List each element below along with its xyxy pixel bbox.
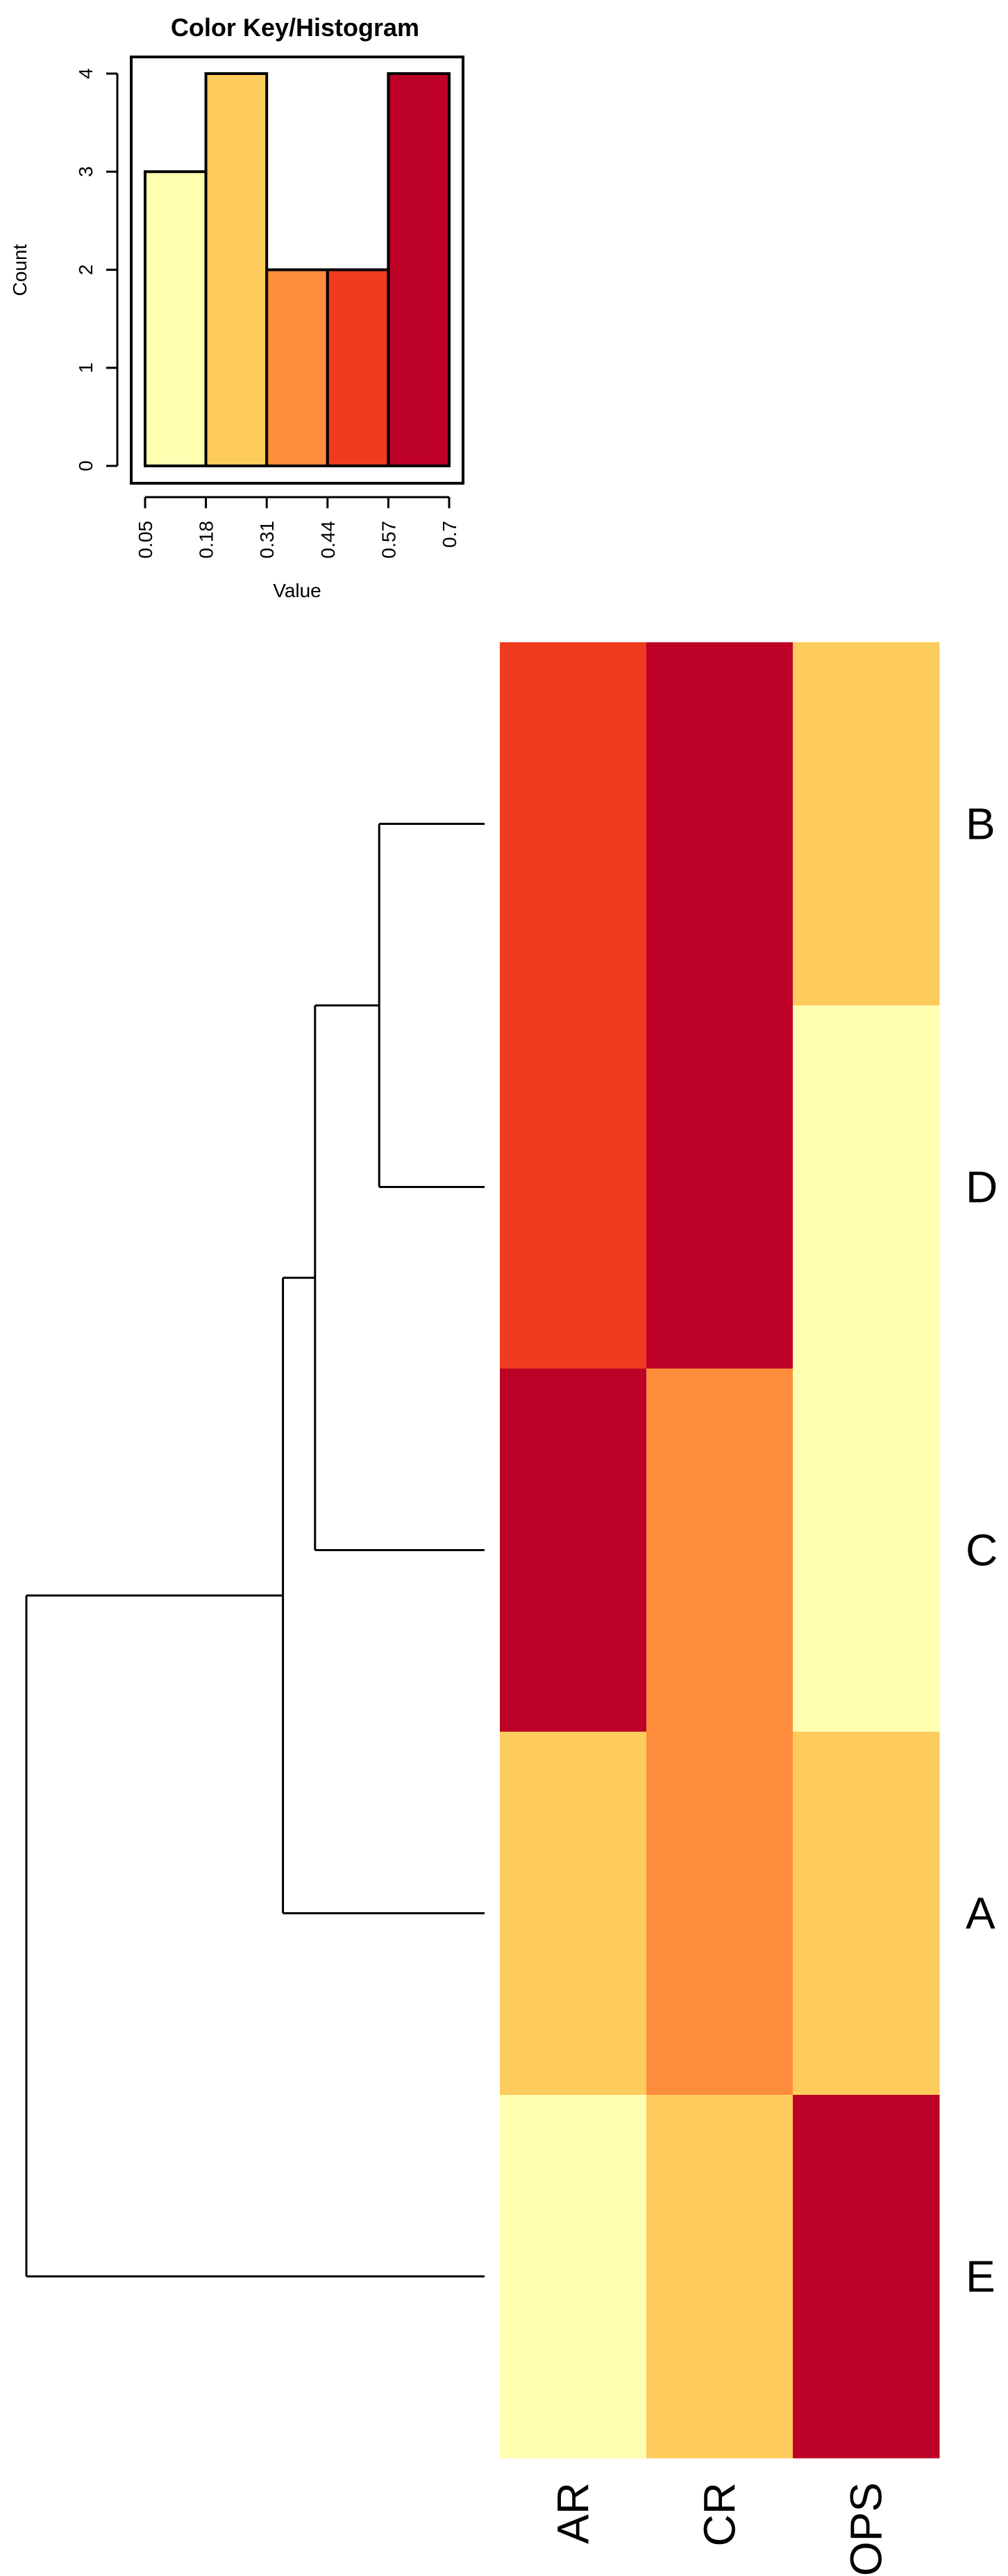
histogram-bar xyxy=(326,268,390,467)
heatmap-cell xyxy=(646,2095,793,2459)
y-tick-label: 1 xyxy=(75,362,96,374)
row-label: B xyxy=(966,799,996,849)
heatmap-cell xyxy=(646,642,793,1006)
histogram-bars xyxy=(144,72,451,467)
y-tick-label: 2 xyxy=(75,265,96,276)
x-tick-label: 0.57 xyxy=(378,521,399,559)
heatmap-cell xyxy=(500,2095,647,2459)
heatmap-cell xyxy=(646,1732,793,2096)
row-label: E xyxy=(966,2252,996,2302)
x-tick-label: 0.31 xyxy=(256,521,278,559)
heatmap-column-labels: AR CR OPS xyxy=(548,2482,891,2576)
histogram-x-axis: 0.05 0.18 0.31 0.44 0.57 0.7 xyxy=(135,496,460,559)
heatmap-cell xyxy=(793,642,940,1006)
row-label: D xyxy=(966,1162,998,1212)
histogram-y-axis-label: Count xyxy=(9,244,31,296)
row-label: A xyxy=(966,1889,996,1939)
x-tick-label: 0.44 xyxy=(317,521,339,559)
column-label: AR xyxy=(548,2482,598,2544)
row-label: C xyxy=(966,1525,998,1575)
heatmap-cell xyxy=(793,1369,940,1732)
heatmap-cell xyxy=(793,2095,940,2459)
histogram-title: Color Key/Histogram xyxy=(171,13,419,42)
row-dendrogram xyxy=(25,823,485,2277)
heatmap: B D C A E AR CR OPS xyxy=(25,642,998,2576)
heatmap-cell xyxy=(500,1369,647,1732)
heatmap-row-labels: B D C A E xyxy=(966,799,998,2302)
column-label: OPS xyxy=(841,2482,891,2576)
heatmap-cells xyxy=(500,642,940,2459)
histogram-y-axis: 0 1 2 3 4 xyxy=(75,68,119,471)
histogram-bar xyxy=(144,170,208,467)
x-tick-label: 0.05 xyxy=(135,521,156,559)
x-tick-label: 0.18 xyxy=(196,521,217,559)
histogram-plot-frame xyxy=(130,56,464,485)
y-tick-label: 4 xyxy=(75,68,96,79)
histogram-bar xyxy=(387,72,451,467)
heatmap-cell xyxy=(646,1005,793,1369)
heatmap-cell xyxy=(793,1005,940,1369)
histogram-bar xyxy=(265,268,329,467)
y-tick-label: 3 xyxy=(75,166,96,177)
column-label: CR xyxy=(695,2482,745,2546)
histogram-bar xyxy=(204,72,269,467)
histogram-x-axis-label: Value xyxy=(273,580,321,601)
heatmap-cell xyxy=(793,1732,940,2096)
heatmap-cell xyxy=(500,642,647,1006)
x-tick-label: 0.7 xyxy=(439,521,460,548)
heatmap-cell xyxy=(500,1005,647,1369)
heatmap-cell xyxy=(500,1732,647,2096)
y-tick-label: 0 xyxy=(75,460,96,471)
heatmap-cell xyxy=(646,1369,793,1732)
